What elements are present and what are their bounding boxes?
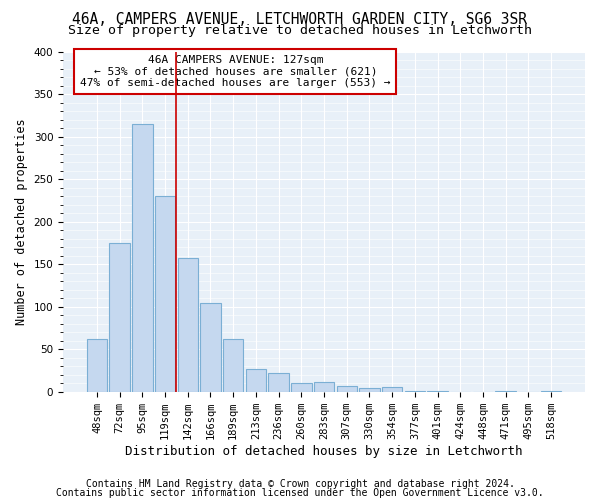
Text: Contains HM Land Registry data © Crown copyright and database right 2024.: Contains HM Land Registry data © Crown c… [86, 479, 514, 489]
Bar [541, 391, 561, 392]
Bar [359, 388, 380, 392]
Bar [132, 124, 152, 392]
Bar [200, 304, 221, 392]
Bar [87, 339, 107, 392]
Bar [496, 391, 516, 392]
Text: 46A, CAMPERS AVENUE, LETCHWORTH GARDEN CITY, SG6 3SR: 46A, CAMPERS AVENUE, LETCHWORTH GARDEN C… [73, 12, 527, 28]
Bar [223, 339, 244, 392]
Bar [245, 369, 266, 392]
Y-axis label: Number of detached properties: Number of detached properties [15, 118, 28, 325]
Bar [314, 382, 334, 392]
Text: 46A CAMPERS AVENUE: 127sqm
← 53% of detached houses are smaller (621)
47% of sem: 46A CAMPERS AVENUE: 127sqm ← 53% of deta… [80, 55, 391, 88]
X-axis label: Distribution of detached houses by size in Letchworth: Distribution of detached houses by size … [125, 444, 523, 458]
Text: Size of property relative to detached houses in Letchworth: Size of property relative to detached ho… [68, 24, 532, 37]
Bar [427, 391, 448, 392]
Bar [337, 386, 357, 392]
Bar [382, 388, 403, 392]
Bar [291, 383, 311, 392]
Bar [155, 196, 175, 392]
Text: Contains public sector information licensed under the Open Government Licence v3: Contains public sector information licen… [56, 488, 544, 498]
Bar [404, 391, 425, 392]
Bar [268, 373, 289, 392]
Bar [109, 243, 130, 392]
Bar [178, 258, 198, 392]
